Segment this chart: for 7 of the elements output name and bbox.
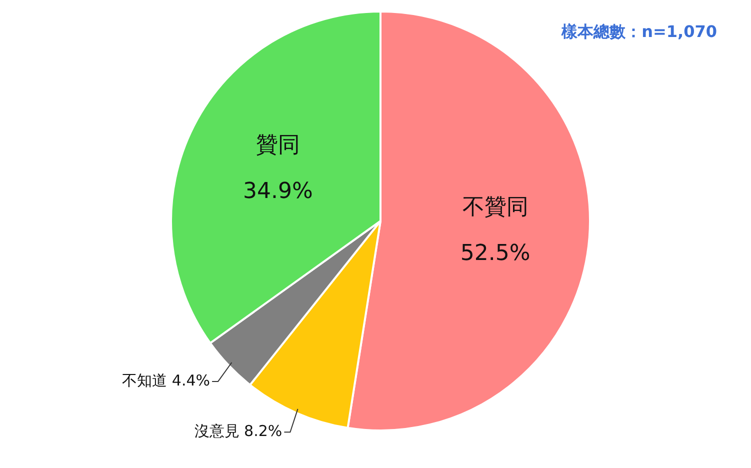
data-label: 52.5% xyxy=(460,240,530,266)
slice-label: 不知道 4.4% xyxy=(122,371,210,390)
slice-label: 不贊同 xyxy=(462,194,528,220)
slice-label: 沒意見 8.2% xyxy=(194,422,282,440)
slice-label: 贊同 xyxy=(256,133,300,158)
text: 樣本總數：n=1,070 xyxy=(562,22,717,43)
data-label: 34.9% xyxy=(243,179,313,204)
